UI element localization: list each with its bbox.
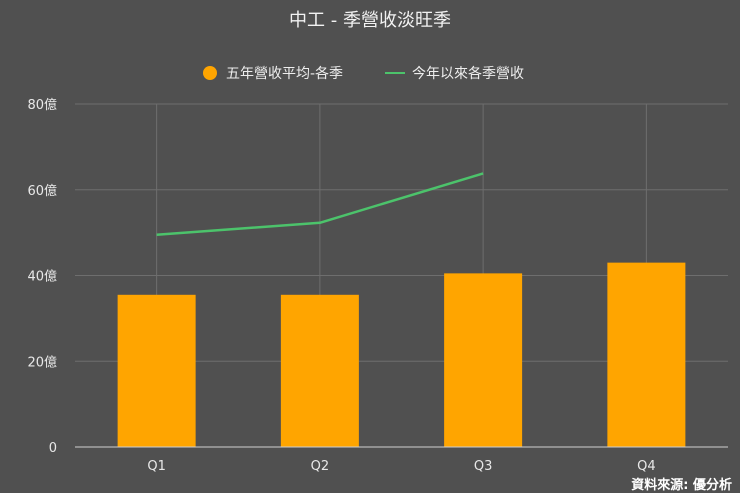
y-tick-label: 0 [49,441,57,456]
legend-label-bar: 五年營收平均-各季 [226,66,343,82]
legend-swatch-bar [203,66,217,80]
bar-series [117,262,686,447]
x-axis: Q1 Q2 Q3 Q4 [75,446,728,474]
x-tick-label: Q4 [637,459,656,474]
line-series [156,172,484,237]
source-note: 資料來源: 優分析 [631,477,732,493]
legend-label-line: 今年以來各季營收 [412,66,524,82]
y-tick-label: 20億 [27,354,57,370]
x-tick-label: Q3 [474,459,493,474]
y-tick-label: 60億 [27,183,57,199]
bar [607,262,686,447]
bar [117,294,196,447]
bar [444,273,523,447]
chart-title: 中工 - 季營收淡旺季 [289,10,451,31]
series-line [156,172,484,237]
y-tick-label: 40億 [27,269,57,285]
legend: 五年營收平均-各季 今年以來各季營收 [203,66,524,82]
x-tick-label: Q1 [147,459,166,474]
y-tick-label: 80億 [27,97,57,113]
x-tick-label: Q2 [311,459,330,474]
y-axis: 0 20億 40億 60億 80億 [27,97,57,456]
bar [280,294,359,447]
